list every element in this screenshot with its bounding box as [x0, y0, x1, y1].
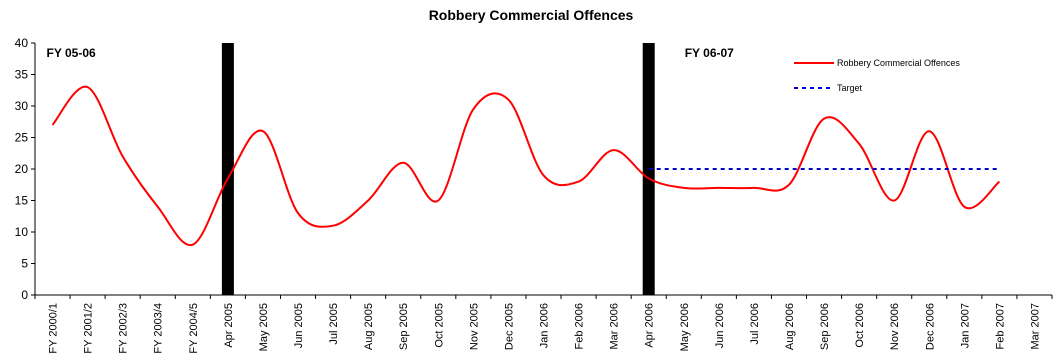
x-tick-label: FY 2000/1 [48, 303, 60, 354]
legend-label-target: Target [837, 83, 863, 93]
y-tick-label: 40 [15, 36, 29, 50]
x-tick-label: Sep 2006 [819, 303, 831, 350]
x-tick-label: Jun 2006 [714, 303, 726, 348]
x-tick-label: FY 2003/4 [153, 303, 165, 354]
x-tick-label: Mar 2007 [1029, 303, 1041, 349]
x-tick-label: Apr 2006 [644, 303, 656, 348]
x-tick-label: Dec 2006 [924, 303, 936, 350]
x-tick-label: Sep 2005 [398, 303, 410, 350]
x-tick-label: Jul 2005 [328, 303, 340, 345]
y-tick-label: 5 [21, 257, 28, 271]
annotation-fy-05-06: FY 05-06 [47, 46, 96, 60]
legend: Robbery Commercial Offences Target [786, 43, 982, 99]
chart-title: Robbery Commercial Offences [428, 7, 634, 23]
x-tick-label: Feb 2006 [574, 303, 586, 349]
y-tick-label: 15 [15, 194, 29, 208]
x-tick-label: May 2005 [258, 303, 270, 351]
x-tick-label: May 2006 [679, 303, 691, 351]
x-tick-label: Oct 2005 [433, 303, 445, 348]
x-tick-label: Aug 2006 [784, 303, 796, 350]
separator-apr-2005 [221, 43, 234, 295]
legend-box [786, 43, 982, 99]
y-tick-label: 25 [15, 131, 29, 145]
x-tick-label: FY 2004/5 [188, 303, 200, 354]
x-tick-label: Oct 2006 [854, 303, 866, 348]
series-line-robbery-commercial-offences [51, 85, 1001, 246]
x-tick-label: Apr 2005 [223, 303, 235, 348]
x-tick-label: Jan 2006 [539, 303, 551, 348]
y-tick-label: 10 [15, 225, 29, 239]
y-axis: 0 5 10 15 20 25 30 35 40 [15, 36, 36, 302]
x-axis: FY 2000/1 FY 2001/2 FY 2002/3 FY 2003/4 FY 2… [34, 294, 1053, 354]
x-tick-label: Nov 2006 [889, 303, 901, 350]
x-tick-label: Nov 2005 [468, 303, 480, 350]
x-tick-label: FY 2002/3 [118, 303, 130, 354]
x-tick-label: Aug 2005 [363, 303, 375, 350]
x-tick-label: FY 2001/2 [83, 303, 95, 354]
y-tick-label: 30 [15, 99, 29, 113]
y-tick-label: 35 [15, 68, 29, 82]
y-tick-label: 0 [21, 288, 28, 302]
series-lines [51, 85, 1001, 246]
annotation-fy-06-07: FY 06-07 [685, 46, 734, 60]
x-tick-label: Jan 2007 [959, 303, 971, 348]
x-tick-label: Jul 2006 [749, 303, 761, 345]
fiscal-year-separators [221, 43, 655, 295]
y-tick-label: 20 [15, 162, 29, 176]
x-tick-label: Feb 2007 [994, 303, 1006, 349]
annotations: FY 05-06 FY 06-07 [47, 46, 735, 60]
legend-label-robbery: Robbery Commercial Offences [837, 58, 960, 68]
x-tick-label: Mar 2006 [609, 303, 621, 349]
x-tick-label: Dec 2005 [503, 303, 515, 350]
x-tick-label: Jun 2005 [293, 303, 305, 348]
